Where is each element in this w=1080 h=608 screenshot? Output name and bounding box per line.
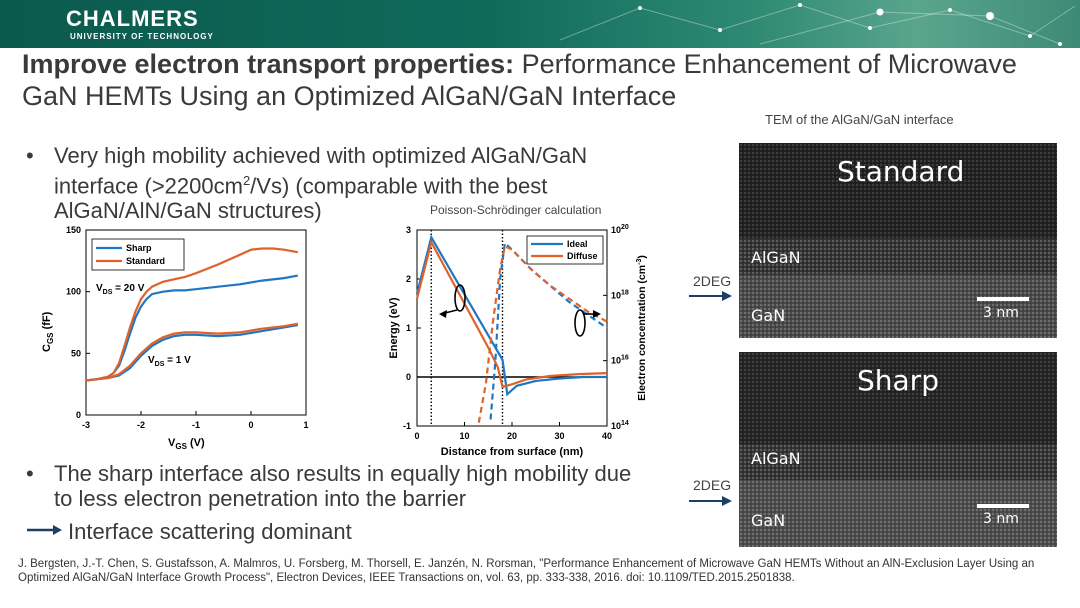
poisson-caption: Poisson-Schrödinger calculation: [430, 203, 602, 217]
cv-legend-sharp: Sharp: [126, 243, 152, 253]
cv-legend-box: [91, 238, 185, 271]
cv-xtick-label: 0: [248, 420, 253, 430]
bullet-text-a: Very high mobility achieved with optimiz…: [54, 143, 588, 199]
cv-series-standard-vds20v: [85, 247, 298, 382]
cv-annotation-vds1: VDS = 1 V: [148, 355, 191, 368]
tem-upper-label: AlGaN: [751, 248, 801, 267]
scale-label: 3 nm: [983, 511, 1019, 527]
bullet-icon: •: [26, 461, 34, 486]
slide-title: Improve electron transport properties: P…: [22, 48, 1022, 112]
ps-xtick-label: 40: [602, 431, 612, 441]
ps-series-ideal-left: [415, 234, 607, 397]
cv-chart: -3 -2 -1 0 1 0 50 100 150 Sharp Standard VDS = 2…: [41, 225, 309, 451]
ps-legend-diffuse: Diffuse: [567, 251, 598, 261]
gan-region: [739, 275, 1057, 338]
cv-xtick-label: -2: [137, 420, 145, 430]
bullet-mobility: • Very high mobility achieved with optim…: [26, 143, 654, 224]
logo-subtitle: UNIVERSITY OF TECHNOLOGY: [70, 32, 214, 41]
2deg-arrow-icon: [689, 496, 732, 506]
reference-citation: J. Bergsten, J.-T. Chen, S. Gustafsson, …: [18, 558, 1035, 584]
2deg-label-sharp: 2DEG: [693, 477, 732, 493]
ps-series-ideal-right: [489, 240, 608, 420]
logo-chalmers: CHALMERS: [66, 6, 199, 31]
right-arrow-icon: [27, 525, 62, 535]
ps-series-diffuse-right: [477, 244, 608, 423]
cv-ytick-label: 50: [71, 348, 81, 358]
ps-xtick-label: 30: [554, 431, 564, 441]
header-banner: CHALMERS UNIVERSITY OF TECHNOLOGY: [0, 0, 1080, 48]
bullet-text-b: /Vs) (comparable with the best AlGaN/AlN…: [54, 173, 548, 224]
cv-ytick-label: 150: [66, 225, 81, 235]
title-bold: Improve electron transport properties:: [22, 49, 515, 79]
cv-ytick-label: 100: [66, 287, 81, 297]
cv-ylabel: CGS (fF): [41, 311, 55, 352]
ps-xtick-label: 0: [414, 431, 419, 441]
ps-xtick-label: 20: [507, 431, 517, 441]
tem-panel-sharp: Sharp AlGaN GaN 3 nm: [739, 352, 1057, 547]
tem-panel-standard: Standard AlGaN GaN 3 nm: [739, 143, 1057, 338]
cv-xtick-label: -1: [192, 420, 200, 430]
ps-series-diffuse-left: [415, 239, 608, 389]
bullet-sharp-interface: • The sharp interface also results in eq…: [26, 461, 654, 511]
ps-y2tick-label: 1020: [611, 224, 629, 235]
tem-title: Standard: [837, 155, 965, 188]
scale-label: 3 nm: [983, 305, 1019, 321]
gan-region: [739, 480, 1057, 547]
ps-legend-box: [526, 235, 604, 265]
ps-y2tick-label: 1014: [611, 420, 629, 431]
2deg-arrow-icon: [689, 291, 732, 301]
cv-annotation-vds20: VDS = 20 V: [96, 283, 145, 296]
tem-caption: TEM of the AlGaN/GaN interface: [765, 112, 954, 127]
tem-lower-label: GaN: [751, 511, 786, 530]
cv-ytick-label: 0: [76, 410, 81, 420]
cv-xlabel: VGS (V): [168, 437, 205, 451]
bullet-text: The sharp interface also results in equa…: [54, 461, 632, 511]
cv-xtick-label: 1: [303, 420, 308, 430]
conclusion-text: Interface scattering dominant: [68, 519, 352, 544]
ps-y2tick-label: 1018: [611, 289, 629, 300]
cv-xtick-label: -3: [82, 420, 90, 430]
ps-legend-ideal: Ideal: [567, 239, 588, 249]
ps-ytick-label: 3: [406, 225, 411, 235]
algan-region: [739, 352, 1057, 444]
ps-ytick-label: 0: [406, 372, 411, 382]
ps-y2tick-label: 1016: [611, 355, 629, 366]
tem-lower-label: GaN: [751, 306, 786, 325]
ps-ylabel: Energy (eV): [388, 297, 400, 358]
ps-ytick-label: 1: [406, 323, 411, 333]
ps-ytick-label: -1: [403, 421, 411, 431]
tem-upper-label: AlGaN: [751, 449, 801, 468]
left-axis-indicator-icon: [439, 284, 466, 318]
scale-bar: [977, 297, 1029, 301]
title-rest: Performance Enhancement of Microwave GaN…: [22, 49, 1017, 111]
ps-xtick-label: 10: [459, 431, 469, 441]
2deg-label-standard: 2DEG: [693, 273, 732, 289]
tem-title: Sharp: [857, 364, 939, 397]
cv-legend-standard: Standard: [126, 256, 165, 266]
network-pattern-icon: [559, 3, 1076, 46]
right-axis-indicator-icon: [574, 309, 601, 337]
algan-region: [739, 143, 1057, 238]
scale-bar: [977, 504, 1029, 508]
bullet-sup: 2: [242, 173, 251, 188]
cv-series-standard-vds1v: [85, 322, 298, 382]
ps-xlabel: Distance from surface (nm): [441, 446, 584, 458]
bullet-icon: •: [26, 143, 34, 168]
ps-ylabel-right: Electron concentration (cm-3): [636, 255, 648, 401]
ps-ytick-label: 2: [406, 274, 411, 284]
